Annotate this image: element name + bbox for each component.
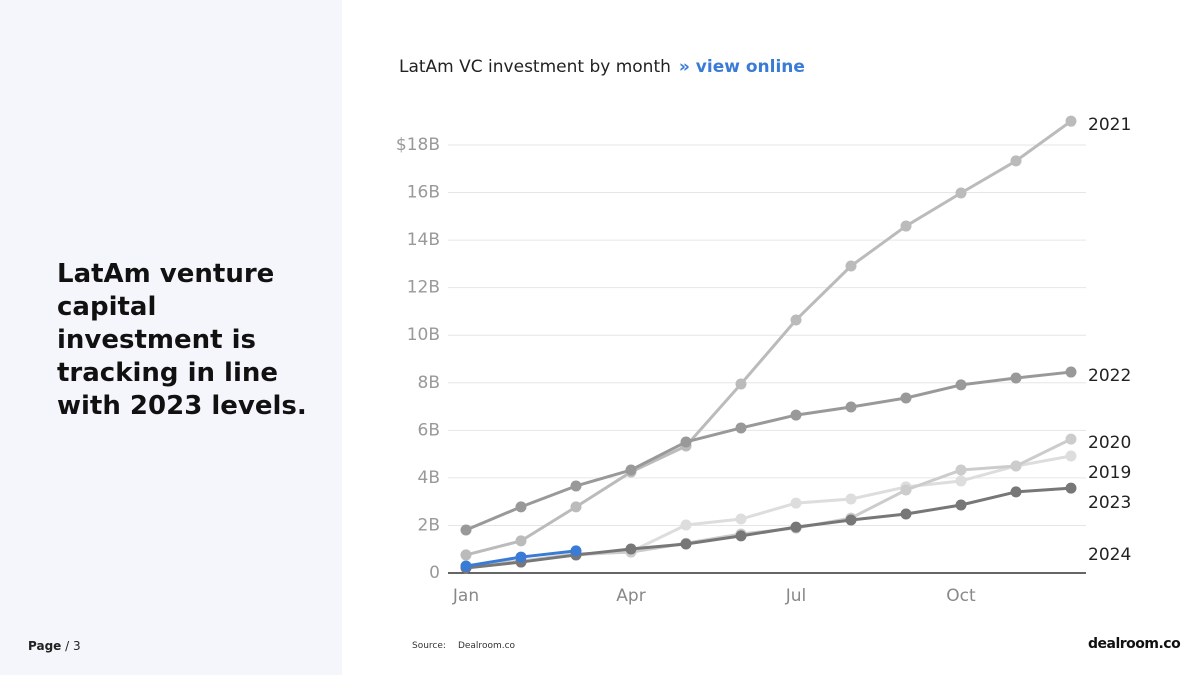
y-tick-label: 12B [407,278,440,298]
side-panel [0,0,342,675]
data-point [955,475,967,487]
series-line [465,119,1072,557]
data-point [735,530,747,542]
data-point [460,549,472,561]
data-point [1065,366,1077,378]
series-line [465,454,1072,568]
data-point [515,535,527,547]
logo: dealroom.co [1088,636,1181,652]
x-tick-label: Oct [946,586,976,606]
chart-title-row: LatAm VC investment by month » view onlin… [399,57,805,77]
x-tick-label: Jan [452,586,479,606]
data-point [1065,115,1077,127]
y-tick-label: 16B [407,183,440,203]
data-point [790,497,802,509]
data-point [845,401,857,413]
data-point [955,499,967,511]
x-tick-label: Jul [785,586,807,606]
series-line [465,486,1072,570]
data-point [845,493,857,505]
series-label: 2019 [1088,463,1131,483]
y-tick-label: 6B [418,420,440,440]
page-number: / 3 [65,639,81,653]
data-point [735,422,747,434]
series-label: 2021 [1088,115,1131,135]
y-tick-label: 4B [418,468,440,488]
view-online-link[interactable]: » view online [678,57,805,77]
y-tick-label: $18B [396,135,440,155]
heading: LatAm venture capital investment is trac… [57,259,307,421]
y-tick-label: 10B [407,325,440,345]
data-point [570,480,582,492]
data-point [955,187,967,199]
data-point [955,379,967,391]
data-point [845,260,857,272]
source: Source: Dealroom.co [412,641,515,651]
data-point [790,314,802,326]
y-tick-label: 8B [418,373,440,393]
data-point [900,484,912,496]
source-name: Dealroom.co [457,641,516,651]
y-tick-label: 2B [418,515,440,535]
data-point [900,392,912,404]
data-point [790,521,802,533]
data-point [570,545,582,557]
chart-title: LatAm VC investment by month [399,57,671,77]
data-point [955,464,967,476]
series-label: 2023 [1088,493,1131,513]
data-point [1065,450,1077,462]
data-point [900,508,912,520]
series-label: 2022 [1088,366,1131,386]
data-point [1065,482,1077,494]
series-label: 2020 [1088,433,1131,453]
page-label: Page [28,639,62,653]
data-point [625,543,637,555]
series-line [465,370,1072,532]
data-point [460,524,472,536]
y-tick-label: 0 [429,563,440,583]
data-point [790,409,802,421]
data-point [460,560,472,572]
y-tick-label: 14B [407,230,440,250]
data-point [735,513,747,525]
data-point [680,436,692,448]
data-point [1010,460,1022,472]
data-point [1010,486,1022,498]
data-point [515,501,527,513]
data-point [735,378,747,390]
data-point [515,551,527,563]
data-point [1010,372,1022,384]
x-tick-label: Apr [616,586,645,606]
data-point [1065,433,1077,445]
source-label: Source: [412,641,446,651]
series-label: 2024 [1088,545,1131,565]
data-point [845,514,857,526]
page-indicator: Page / 3 [28,639,81,653]
data-point [625,464,637,476]
series-line [465,437,1072,568]
data-point [1010,155,1022,167]
data-point [680,538,692,550]
data-point [900,220,912,232]
data-point [570,501,582,513]
data-point [680,519,692,531]
